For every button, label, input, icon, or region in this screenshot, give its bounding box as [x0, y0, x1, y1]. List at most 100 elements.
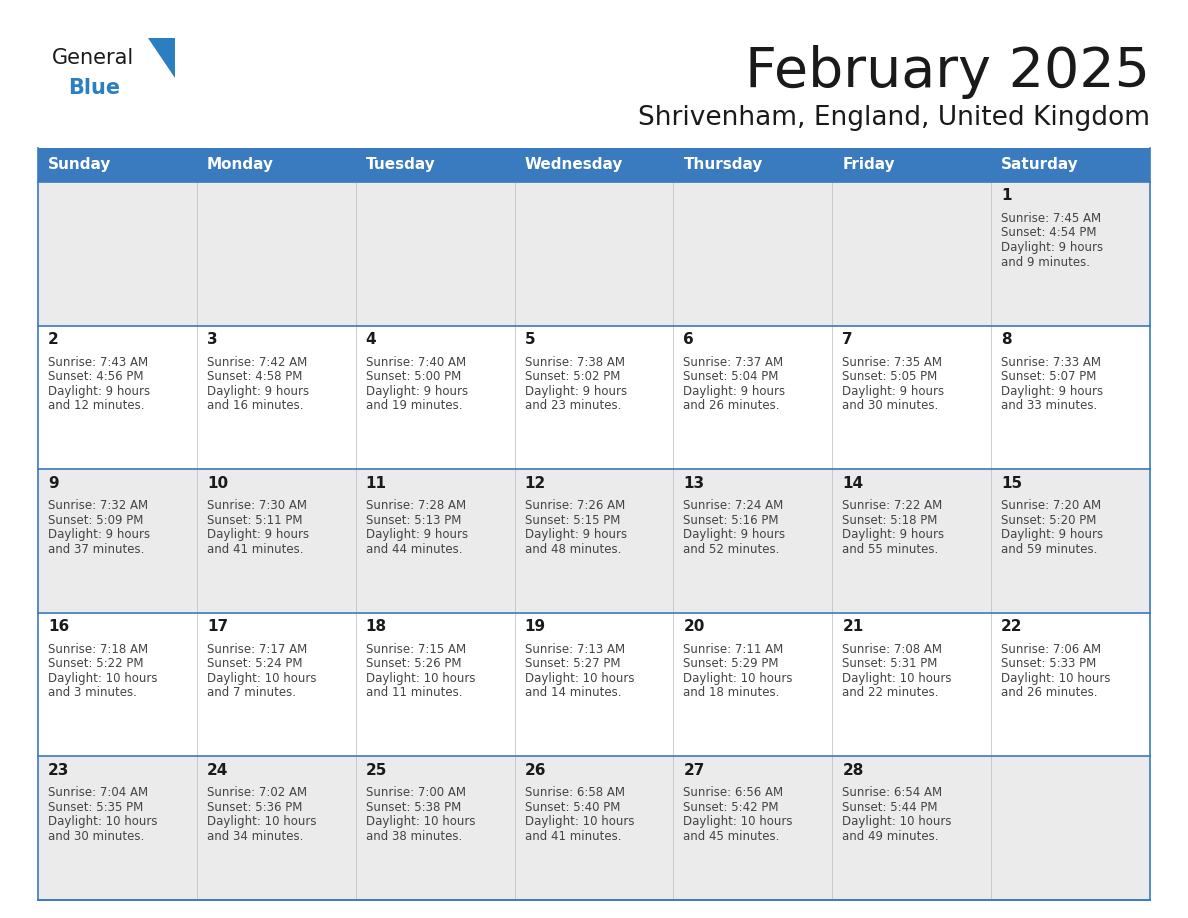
Text: 10: 10 — [207, 476, 228, 491]
Text: Daylight: 9 hours: Daylight: 9 hours — [48, 528, 150, 542]
Text: 15: 15 — [1001, 476, 1022, 491]
Text: Daylight: 9 hours: Daylight: 9 hours — [842, 528, 944, 542]
Text: Sunrise: 7:11 AM: Sunrise: 7:11 AM — [683, 643, 784, 655]
Text: Daylight: 9 hours: Daylight: 9 hours — [683, 528, 785, 542]
Text: Sunrise: 7:30 AM: Sunrise: 7:30 AM — [207, 499, 307, 512]
Bar — [38, 756, 1150, 900]
Text: 21: 21 — [842, 620, 864, 634]
Text: Sunset: 5:22 PM: Sunset: 5:22 PM — [48, 657, 144, 670]
Text: Sunset: 5:09 PM: Sunset: 5:09 PM — [48, 514, 144, 527]
Text: Tuesday: Tuesday — [366, 158, 436, 173]
Text: Sunset: 5:11 PM: Sunset: 5:11 PM — [207, 514, 303, 527]
Text: Sunset: 5:33 PM: Sunset: 5:33 PM — [1001, 657, 1097, 670]
Text: Sunrise: 7:06 AM: Sunrise: 7:06 AM — [1001, 643, 1101, 655]
Text: Sunrise: 7:35 AM: Sunrise: 7:35 AM — [842, 355, 942, 369]
Text: 3: 3 — [207, 332, 217, 347]
Text: Daylight: 9 hours: Daylight: 9 hours — [366, 528, 468, 542]
Text: Sunset: 5:38 PM: Sunset: 5:38 PM — [366, 800, 461, 814]
Text: and 19 minutes.: and 19 minutes. — [366, 399, 462, 412]
Text: Daylight: 9 hours: Daylight: 9 hours — [683, 385, 785, 397]
Text: General: General — [52, 48, 134, 68]
Text: Sunrise: 7:15 AM: Sunrise: 7:15 AM — [366, 643, 466, 655]
Text: Friday: Friday — [842, 158, 895, 173]
Text: and 18 minutes.: and 18 minutes. — [683, 687, 779, 700]
Bar — [38, 326, 1150, 469]
Text: Daylight: 10 hours: Daylight: 10 hours — [525, 672, 634, 685]
Text: Daylight: 10 hours: Daylight: 10 hours — [48, 815, 158, 828]
Text: Sunset: 5:36 PM: Sunset: 5:36 PM — [207, 800, 302, 814]
Text: Sunset: 5:44 PM: Sunset: 5:44 PM — [842, 800, 937, 814]
Bar — [38, 613, 1150, 756]
Text: Daylight: 9 hours: Daylight: 9 hours — [1001, 241, 1104, 254]
Text: Sunset: 5:07 PM: Sunset: 5:07 PM — [1001, 370, 1097, 383]
Text: and 7 minutes.: and 7 minutes. — [207, 687, 296, 700]
Text: and 34 minutes.: and 34 minutes. — [207, 830, 303, 843]
Text: and 45 minutes.: and 45 minutes. — [683, 830, 779, 843]
Text: Sunrise: 7:08 AM: Sunrise: 7:08 AM — [842, 643, 942, 655]
Text: Sunrise: 7:45 AM: Sunrise: 7:45 AM — [1001, 212, 1101, 225]
Text: Sunrise: 7:37 AM: Sunrise: 7:37 AM — [683, 355, 784, 369]
Text: 17: 17 — [207, 620, 228, 634]
Text: Daylight: 10 hours: Daylight: 10 hours — [48, 672, 158, 685]
Text: and 49 minutes.: and 49 minutes. — [842, 830, 939, 843]
Text: Sunday: Sunday — [48, 158, 112, 173]
Text: Daylight: 9 hours: Daylight: 9 hours — [1001, 385, 1104, 397]
Bar — [355, 148, 514, 182]
Text: 26: 26 — [525, 763, 546, 778]
Text: Wednesday: Wednesday — [525, 158, 623, 173]
Text: 7: 7 — [842, 332, 853, 347]
Text: 23: 23 — [48, 763, 69, 778]
Text: 11: 11 — [366, 476, 387, 491]
Text: Sunset: 5:35 PM: Sunset: 5:35 PM — [48, 800, 144, 814]
Text: Daylight: 10 hours: Daylight: 10 hours — [683, 672, 792, 685]
Text: Sunset: 5:15 PM: Sunset: 5:15 PM — [525, 514, 620, 527]
Text: and 59 minutes.: and 59 minutes. — [1001, 543, 1098, 555]
Text: Sunrise: 7:00 AM: Sunrise: 7:00 AM — [366, 787, 466, 800]
Text: Daylight: 9 hours: Daylight: 9 hours — [525, 528, 627, 542]
Text: 25: 25 — [366, 763, 387, 778]
Text: and 55 minutes.: and 55 minutes. — [842, 543, 939, 555]
Text: Daylight: 10 hours: Daylight: 10 hours — [525, 815, 634, 828]
Text: Sunrise: 7:24 AM: Sunrise: 7:24 AM — [683, 499, 784, 512]
Text: Sunrise: 7:43 AM: Sunrise: 7:43 AM — [48, 355, 148, 369]
Text: Monday: Monday — [207, 158, 274, 173]
Text: Daylight: 9 hours: Daylight: 9 hours — [207, 528, 309, 542]
Text: Sunset: 5:20 PM: Sunset: 5:20 PM — [1001, 514, 1097, 527]
Text: and 48 minutes.: and 48 minutes. — [525, 543, 621, 555]
Polygon shape — [148, 38, 175, 78]
Text: and 11 minutes.: and 11 minutes. — [366, 687, 462, 700]
Bar — [833, 148, 991, 182]
Text: and 14 minutes.: and 14 minutes. — [525, 687, 621, 700]
Bar — [514, 148, 674, 182]
Text: Sunset: 5:42 PM: Sunset: 5:42 PM — [683, 800, 779, 814]
Text: Daylight: 10 hours: Daylight: 10 hours — [366, 815, 475, 828]
Text: Sunset: 5:31 PM: Sunset: 5:31 PM — [842, 657, 937, 670]
Text: Daylight: 10 hours: Daylight: 10 hours — [366, 672, 475, 685]
Text: Sunset: 5:16 PM: Sunset: 5:16 PM — [683, 514, 779, 527]
Text: 13: 13 — [683, 476, 704, 491]
Text: Sunrise: 7:22 AM: Sunrise: 7:22 AM — [842, 499, 942, 512]
Text: 8: 8 — [1001, 332, 1012, 347]
Text: Sunrise: 6:58 AM: Sunrise: 6:58 AM — [525, 787, 625, 800]
Text: Sunrise: 7:13 AM: Sunrise: 7:13 AM — [525, 643, 625, 655]
Text: Daylight: 9 hours: Daylight: 9 hours — [525, 385, 627, 397]
Text: Sunrise: 7:02 AM: Sunrise: 7:02 AM — [207, 787, 307, 800]
Text: and 16 minutes.: and 16 minutes. — [207, 399, 303, 412]
Text: 1: 1 — [1001, 188, 1012, 204]
Text: Sunset: 5:24 PM: Sunset: 5:24 PM — [207, 657, 303, 670]
Bar — [38, 182, 1150, 326]
Text: 19: 19 — [525, 620, 545, 634]
Text: and 22 minutes.: and 22 minutes. — [842, 687, 939, 700]
Text: 2: 2 — [48, 332, 58, 347]
Text: 22: 22 — [1001, 620, 1023, 634]
Text: Sunrise: 7:42 AM: Sunrise: 7:42 AM — [207, 355, 308, 369]
Text: and 23 minutes.: and 23 minutes. — [525, 399, 621, 412]
Bar — [674, 148, 833, 182]
Text: 27: 27 — [683, 763, 704, 778]
Text: Sunset: 5:05 PM: Sunset: 5:05 PM — [842, 370, 937, 383]
Text: Sunset: 4:58 PM: Sunset: 4:58 PM — [207, 370, 302, 383]
Bar — [197, 148, 355, 182]
Text: Sunset: 4:54 PM: Sunset: 4:54 PM — [1001, 227, 1097, 240]
Text: and 3 minutes.: and 3 minutes. — [48, 687, 137, 700]
Text: Daylight: 10 hours: Daylight: 10 hours — [842, 815, 952, 828]
